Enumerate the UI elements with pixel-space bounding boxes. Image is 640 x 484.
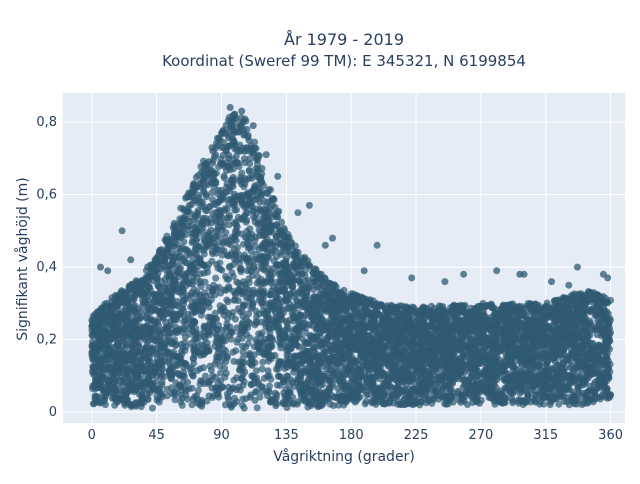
- data-point: [218, 156, 225, 163]
- x-tick-label: 90: [213, 428, 230, 443]
- x-tick-label: 270: [468, 428, 493, 443]
- data-point: [267, 186, 274, 193]
- x-tick-label: 180: [339, 428, 364, 443]
- y-tick-label: 0,8: [36, 115, 57, 130]
- data-point: [190, 355, 197, 362]
- data-point: [235, 214, 242, 221]
- plot-area: 0 45 90 135 180 225 270 315 360 0 0,2 0,4 0,6 0,8: [36, 93, 625, 443]
- data-point: [224, 276, 231, 283]
- data-point: [273, 261, 280, 268]
- data-point: [187, 366, 194, 373]
- x-tick-label: 360: [598, 428, 623, 443]
- data-point: [279, 306, 286, 313]
- data-point: [552, 369, 559, 376]
- data-point: [195, 387, 202, 394]
- data-point: [237, 266, 244, 273]
- x-tick-label: 315: [533, 428, 558, 443]
- x-tick-label: 45: [148, 428, 165, 443]
- data-point: [146, 357, 153, 364]
- data-point: [246, 350, 253, 357]
- data-point: [241, 405, 248, 412]
- data-point: [243, 217, 250, 224]
- data-point: [305, 277, 312, 284]
- y-tick-label: 0,2: [36, 333, 57, 348]
- x-tick-label: 0: [88, 428, 96, 443]
- data-point: [179, 402, 186, 409]
- y-tick-label: 0,4: [36, 260, 57, 275]
- data-point: [530, 383, 537, 390]
- x-tick-label: 135: [274, 428, 299, 443]
- x-tick-label: 225: [404, 428, 429, 443]
- chart-title-line-1: År 1979 - 2019: [284, 30, 404, 49]
- data-point: [232, 347, 239, 354]
- y-tick-label: 0: [49, 405, 57, 420]
- data-point: [441, 316, 448, 323]
- chart-title-line-2: Koordinat (Sweref 99 TM): E 345321, N 61…: [162, 52, 526, 70]
- data-point: [238, 170, 245, 177]
- data-point: [324, 365, 331, 372]
- data-point: [200, 364, 207, 371]
- data-point: [302, 267, 309, 274]
- data-point: [261, 287, 268, 294]
- data-point: [207, 363, 214, 370]
- data-point: [172, 323, 179, 330]
- data-point: [212, 275, 219, 282]
- data-point: [245, 275, 252, 282]
- data-point: [289, 306, 296, 313]
- data-point: [244, 134, 251, 141]
- data-point: [149, 405, 156, 412]
- y-tick-label: 0,6: [36, 188, 57, 203]
